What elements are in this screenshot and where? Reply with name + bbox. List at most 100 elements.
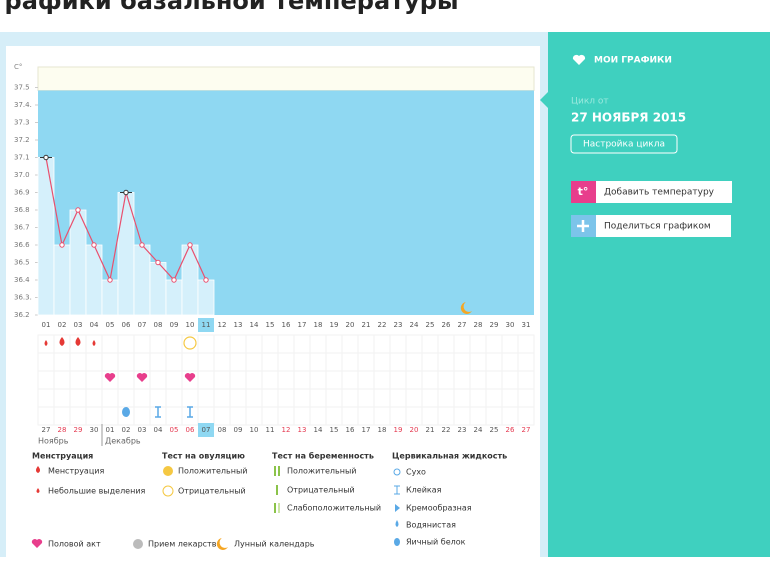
x-tick-label: 02 <box>58 321 67 329</box>
y-tick-label: 37.4. <box>14 101 32 109</box>
y-tick-label: 36.8 <box>14 206 30 214</box>
month-label: Ноябрь <box>38 437 69 446</box>
point <box>187 242 193 248</box>
sidebar-content: МОИ ГРАФИКИ Цикл от 27 НОЯБРЯ 2015 Настр… <box>570 54 732 237</box>
cycle-date: 17 <box>362 426 371 434</box>
add-temp-icon: t° <box>578 185 589 198</box>
legend-item: Водянистая <box>406 521 456 530</box>
cycle-date: 07 <box>202 426 211 434</box>
plot-top-band <box>37 66 535 91</box>
x-tick-label: 17 <box>298 321 307 329</box>
legend-title: Цервикальная жидкость <box>392 452 507 461</box>
x-tick-label: 26 <box>442 321 451 329</box>
x-tick-label: 24 <box>410 321 419 329</box>
cycle-date: 05 <box>170 426 179 434</box>
cycle-date: 04 <box>154 426 163 434</box>
point <box>171 277 177 283</box>
x-tick-label: 15 <box>266 321 275 329</box>
cycle-date: 13 <box>298 426 307 434</box>
point <box>43 154 49 161</box>
legend-item: Яичный белок <box>406 538 466 547</box>
cycle-date: 09 <box>234 426 243 434</box>
legend-title: Менструация <box>32 452 93 461</box>
point <box>203 277 209 283</box>
y-tick-label: 36.3. <box>14 294 32 302</box>
legend-item: Положительный <box>178 467 247 476</box>
settings-label: Настройка цикла <box>583 140 665 150</box>
legend-item: Положительный <box>287 467 356 476</box>
bar <box>53 244 71 316</box>
x-tick-label: 05 <box>106 321 115 329</box>
x-tick-label: 12 <box>218 321 227 329</box>
y-tick-label: 36.5 <box>14 259 30 267</box>
cycle-date: 11 <box>266 426 275 434</box>
x-tick-label: 30 <box>506 321 515 329</box>
cycle-date: 26 <box>506 426 515 434</box>
cycle-date: 22 <box>442 426 451 434</box>
y-tick-label: 37.3 <box>14 119 30 127</box>
point <box>123 189 129 196</box>
x-tick-label: 10 <box>186 321 195 329</box>
cycle-date: 27 <box>522 426 531 434</box>
legend-item: Прием лекарств <box>148 540 217 549</box>
sidebar <box>548 32 770 557</box>
cycle-date: 10 <box>250 426 259 434</box>
cycle-date: 12 <box>282 426 291 434</box>
legend-item: Отрицательный <box>178 487 246 496</box>
plot: C° 36.2 36.3. 36.4 36.5 36.6 36.7 36.8 36.9 37.0 3… <box>14 63 535 446</box>
today-highlight <box>198 318 214 332</box>
x-tick-label: 27 <box>458 321 467 329</box>
add-temp-button[interactable] <box>571 181 732 203</box>
cycle-date: 29 <box>74 426 83 434</box>
share-button[interactable] <box>571 215 731 237</box>
y-tick-label: 36.4 <box>14 276 30 284</box>
point <box>75 207 81 213</box>
y-axis-label: C° <box>14 63 22 71</box>
x-tick-label: 21 <box>362 321 371 329</box>
x-tick-label: 18 <box>314 321 323 329</box>
y-tick-label: 37.5 <box>14 84 30 92</box>
x-tick-label: 31 <box>522 321 531 329</box>
bar <box>69 209 87 316</box>
bar <box>165 279 183 316</box>
y-tick-label: 37.0 <box>14 171 30 179</box>
my-charts[interactable]: МОИ ГРАФИКИ <box>594 56 672 66</box>
legend-title: Тест на овуляцию <box>162 452 245 461</box>
legend-item: Менструация <box>48 467 104 476</box>
cycle-date: 20 <box>410 426 419 434</box>
y-tick-label: 37.1 <box>14 154 30 162</box>
bar <box>133 244 151 316</box>
cycle-date: 23 <box>458 426 467 434</box>
x-tick-label: 29 <box>490 321 499 329</box>
cycle-date: 18 <box>378 426 387 434</box>
y-tick-label: 37.2 <box>14 136 30 144</box>
y-tick-label: 36.2 <box>14 311 30 319</box>
event-symbols <box>44 302 472 418</box>
cycle-date: 03 <box>138 426 147 434</box>
x-tick-label: 13 <box>234 321 243 329</box>
point <box>91 242 97 248</box>
cycle-date: 16 <box>346 426 355 434</box>
point <box>155 259 161 266</box>
grid-cell <box>517 406 535 426</box>
x-tick-label: 01 <box>42 321 51 329</box>
legend-item: Лунный календарь <box>234 540 315 549</box>
share-label: Поделиться графиком <box>604 222 711 232</box>
add-temp-label: Добавить температуру <box>604 188 715 198</box>
cycle-date: 24 <box>474 426 483 434</box>
cycle-date: 15 <box>330 426 339 434</box>
x-tick-label: 20 <box>346 321 355 329</box>
x-tick-label: 09 <box>170 321 179 329</box>
bar <box>149 262 167 316</box>
settings-button[interactable] <box>570 134 678 154</box>
x-tick-label: 04 <box>90 321 99 329</box>
legend: Менструация Менструация Небольшие выделе… <box>31 451 507 550</box>
cycle-date: 06 <box>186 426 195 434</box>
legend-item: Сухо <box>406 468 426 477</box>
x-tick-label: 28 <box>474 321 483 329</box>
legend-item: Кремообразная <box>406 504 472 513</box>
x-tick-label: 14 <box>250 321 259 329</box>
cycle-date: 02 <box>122 426 131 434</box>
legend-item: Небольшие выделения <box>48 487 146 496</box>
